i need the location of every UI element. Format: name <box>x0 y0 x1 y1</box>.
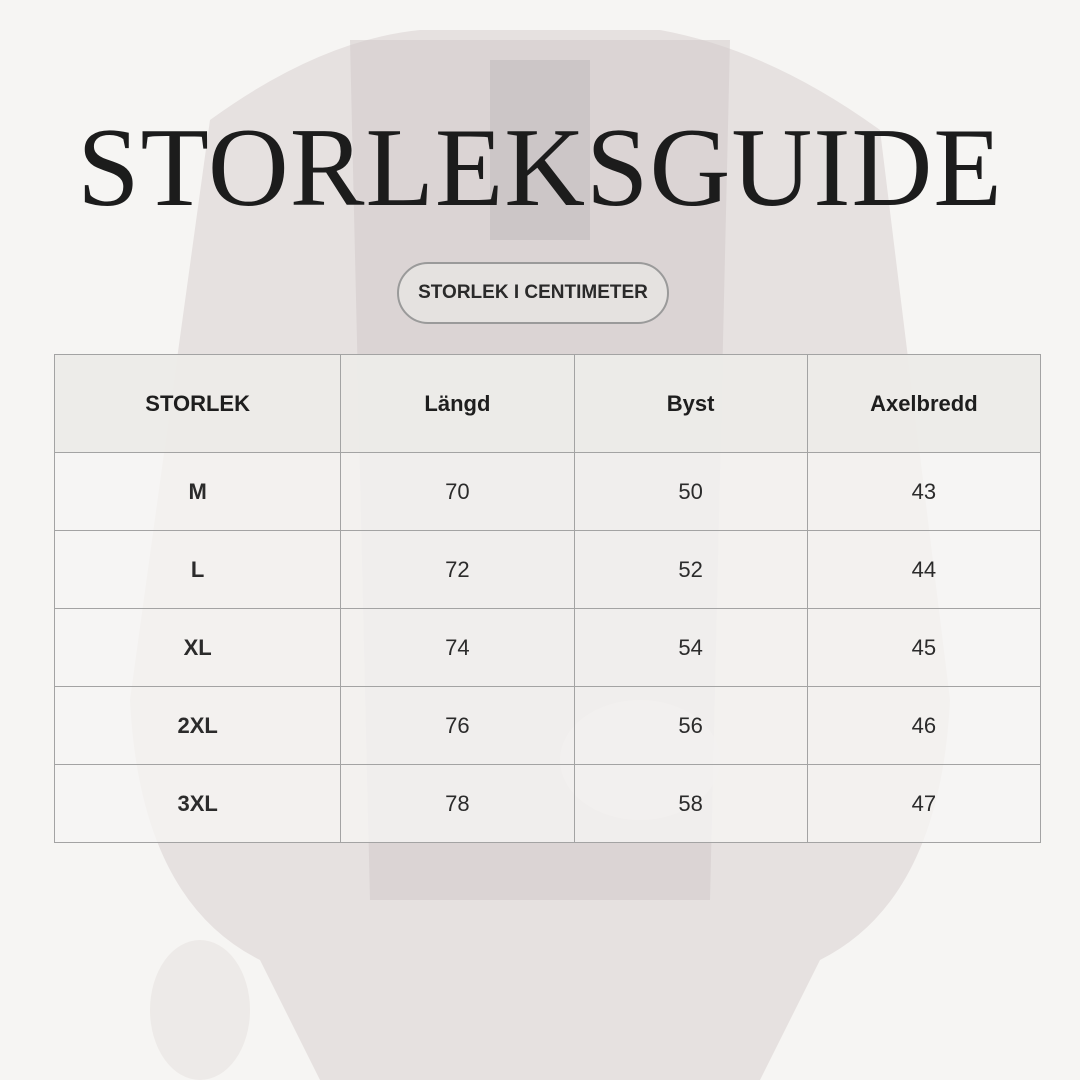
table-row: 2XL 76 56 46 <box>53 686 1042 765</box>
table-row: XL 74 54 45 <box>53 608 1042 687</box>
table-row: L 72 52 44 <box>53 530 1042 609</box>
cell-shoulder-width: 44 <box>806 530 1042 609</box>
cell-shoulder-width: 46 <box>806 686 1042 765</box>
size-table: STORLEK Längd Byst Axelbredd M 70 50 43 L 72 5… <box>53 354 1042 843</box>
unit-badge: STORLEK I CENTIMETER <box>397 262 669 324</box>
cell-length: 70 <box>340 452 575 531</box>
cell-length: 76 <box>340 686 575 765</box>
cell-size: 3XL <box>53 764 342 843</box>
table-row: M 70 50 43 <box>53 452 1042 531</box>
cell-size: M <box>53 452 342 531</box>
cell-shoulder-width: 47 <box>806 764 1042 843</box>
cell-size: 2XL <box>53 686 342 765</box>
cell-shoulder-width: 45 <box>806 608 1042 687</box>
header-size: STORLEK <box>53 354 342 453</box>
cell-bust: 50 <box>573 452 808 531</box>
page-title: STORLEKSGUIDE <box>77 106 1003 230</box>
cell-size: L <box>53 530 342 609</box>
header-bust: Byst <box>573 354 808 453</box>
cell-bust: 58 <box>573 764 808 843</box>
cell-bust: 52 <box>573 530 808 609</box>
table-row: 3XL 78 58 47 <box>53 764 1042 843</box>
header-length: Längd <box>340 354 575 453</box>
cell-size: XL <box>53 608 342 687</box>
cell-bust: 56 <box>573 686 808 765</box>
header-shoulder-width: Axelbredd <box>806 354 1042 453</box>
cell-length: 72 <box>340 530 575 609</box>
table-header-row: STORLEK Längd Byst Axelbredd <box>53 354 1042 453</box>
cell-length: 74 <box>340 608 575 687</box>
cell-shoulder-width: 43 <box>806 452 1042 531</box>
cell-bust: 54 <box>573 608 808 687</box>
cell-length: 78 <box>340 764 575 843</box>
